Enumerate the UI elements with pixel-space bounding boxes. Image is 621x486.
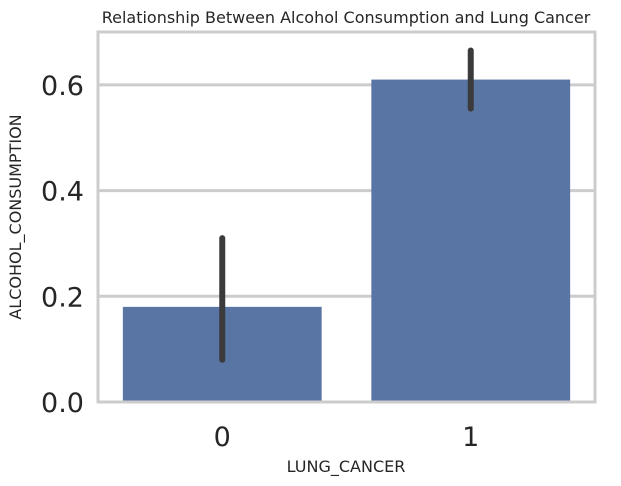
plot-frame bbox=[96, 30, 597, 404]
x-tick-label: 1 bbox=[462, 422, 479, 453]
x-tick-label: 0 bbox=[214, 422, 231, 453]
bar bbox=[371, 79, 571, 403]
error-bars bbox=[219, 47, 474, 363]
y-axis-label: ALCOHOL_CONSUMPTION bbox=[6, 114, 26, 319]
bars bbox=[122, 79, 571, 403]
y-tick-label: 0.0 bbox=[41, 388, 84, 419]
y-tick-label: 0.2 bbox=[41, 282, 84, 313]
y-tick-label: 0.6 bbox=[41, 71, 84, 102]
x-axis-label: LUNG_CANCER bbox=[287, 457, 406, 477]
y-tick-labels: 0.0 0.2 0.4 0.6 bbox=[41, 71, 84, 419]
y-tick-label: 0.4 bbox=[41, 177, 84, 208]
chart-title: Relationship Between Alcohol Consumption… bbox=[102, 8, 591, 27]
